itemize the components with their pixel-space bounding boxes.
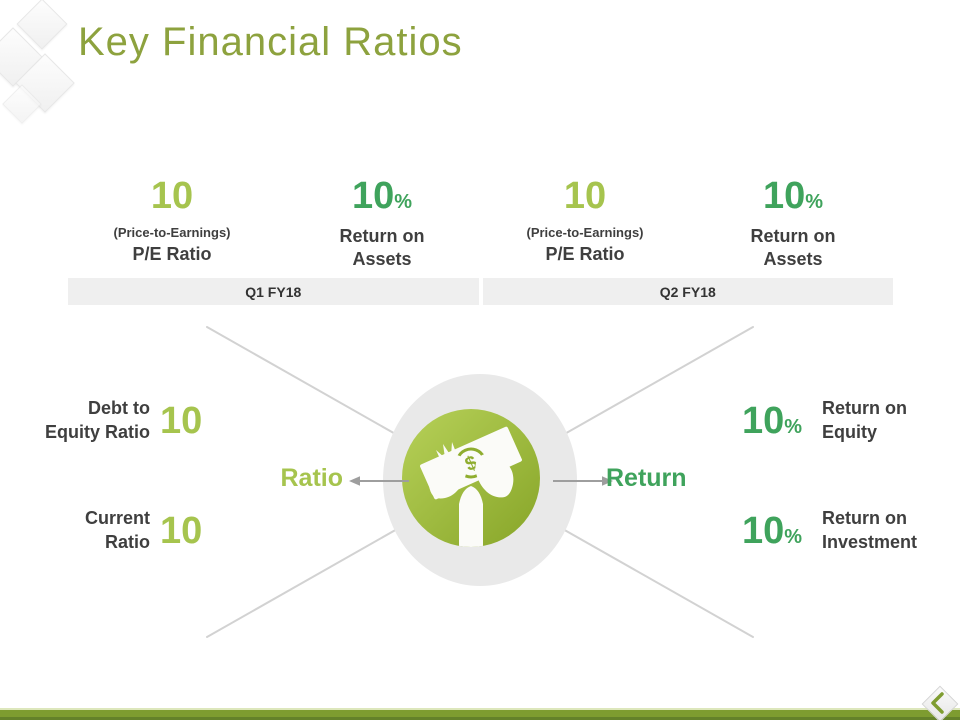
- metric-value: 10: [160, 510, 203, 552]
- metric-note: (Price-to-Earnings): [526, 225, 644, 240]
- period-q2-fy18: Q2 FY18: [482, 278, 893, 305]
- metric-label: Return on Investment: [822, 508, 918, 552]
- top-metric-return-on-assets-q2: 10% Return on Assets: [693, 176, 893, 271]
- metric-label: Return on Assets: [750, 226, 836, 269]
- metric-label: Debt to Equity Ratio: [44, 398, 150, 442]
- arrow-left-icon: [349, 476, 409, 486]
- right-hand-icon: [475, 441, 514, 498]
- metric-label: Current Ratio: [84, 508, 150, 552]
- left-hand-icon: [428, 442, 467, 499]
- arrow-right-icon: [553, 476, 613, 486]
- metric-label: Return on Assets: [339, 226, 425, 269]
- metric-value: 10%: [351, 175, 413, 217]
- metric-value: 10: [563, 175, 607, 217]
- metric-value: 10%: [742, 510, 803, 552]
- period-band: Q1 FY18 Q2 FY18: [68, 278, 893, 305]
- metric-label: P/E Ratio: [132, 244, 212, 264]
- metric-label: P/E Ratio: [545, 244, 625, 264]
- metric-value: 10%: [742, 400, 803, 442]
- metric-value: 10%: [762, 175, 824, 217]
- hands-money-icon: $: [402, 409, 540, 547]
- chevron-left-icon: [931, 692, 944, 714]
- arm-icon: [459, 486, 483, 547]
- page-title: Key Financial Ratios: [78, 20, 463, 64]
- ratio-side-label: Ratio: [280, 464, 344, 492]
- top-metric-pe-ratio-q1: 10 (Price-to-Earnings) P/E Ratio: [72, 176, 272, 266]
- metric-value: 10: [160, 400, 203, 442]
- metric-label: Return on Equity: [822, 398, 907, 442]
- return-side-label: Return: [606, 464, 687, 492]
- footer-bar: [0, 708, 960, 720]
- top-metric-pe-ratio-q2: 10 (Price-to-Earnings) P/E Ratio: [485, 176, 685, 266]
- top-metric-return-on-assets-q1: 10% Return on Assets: [282, 176, 482, 271]
- metric-value: 10: [150, 175, 194, 217]
- period-q1-fy18: Q1 FY18: [68, 278, 479, 305]
- metric-note: (Price-to-Earnings): [113, 225, 231, 240]
